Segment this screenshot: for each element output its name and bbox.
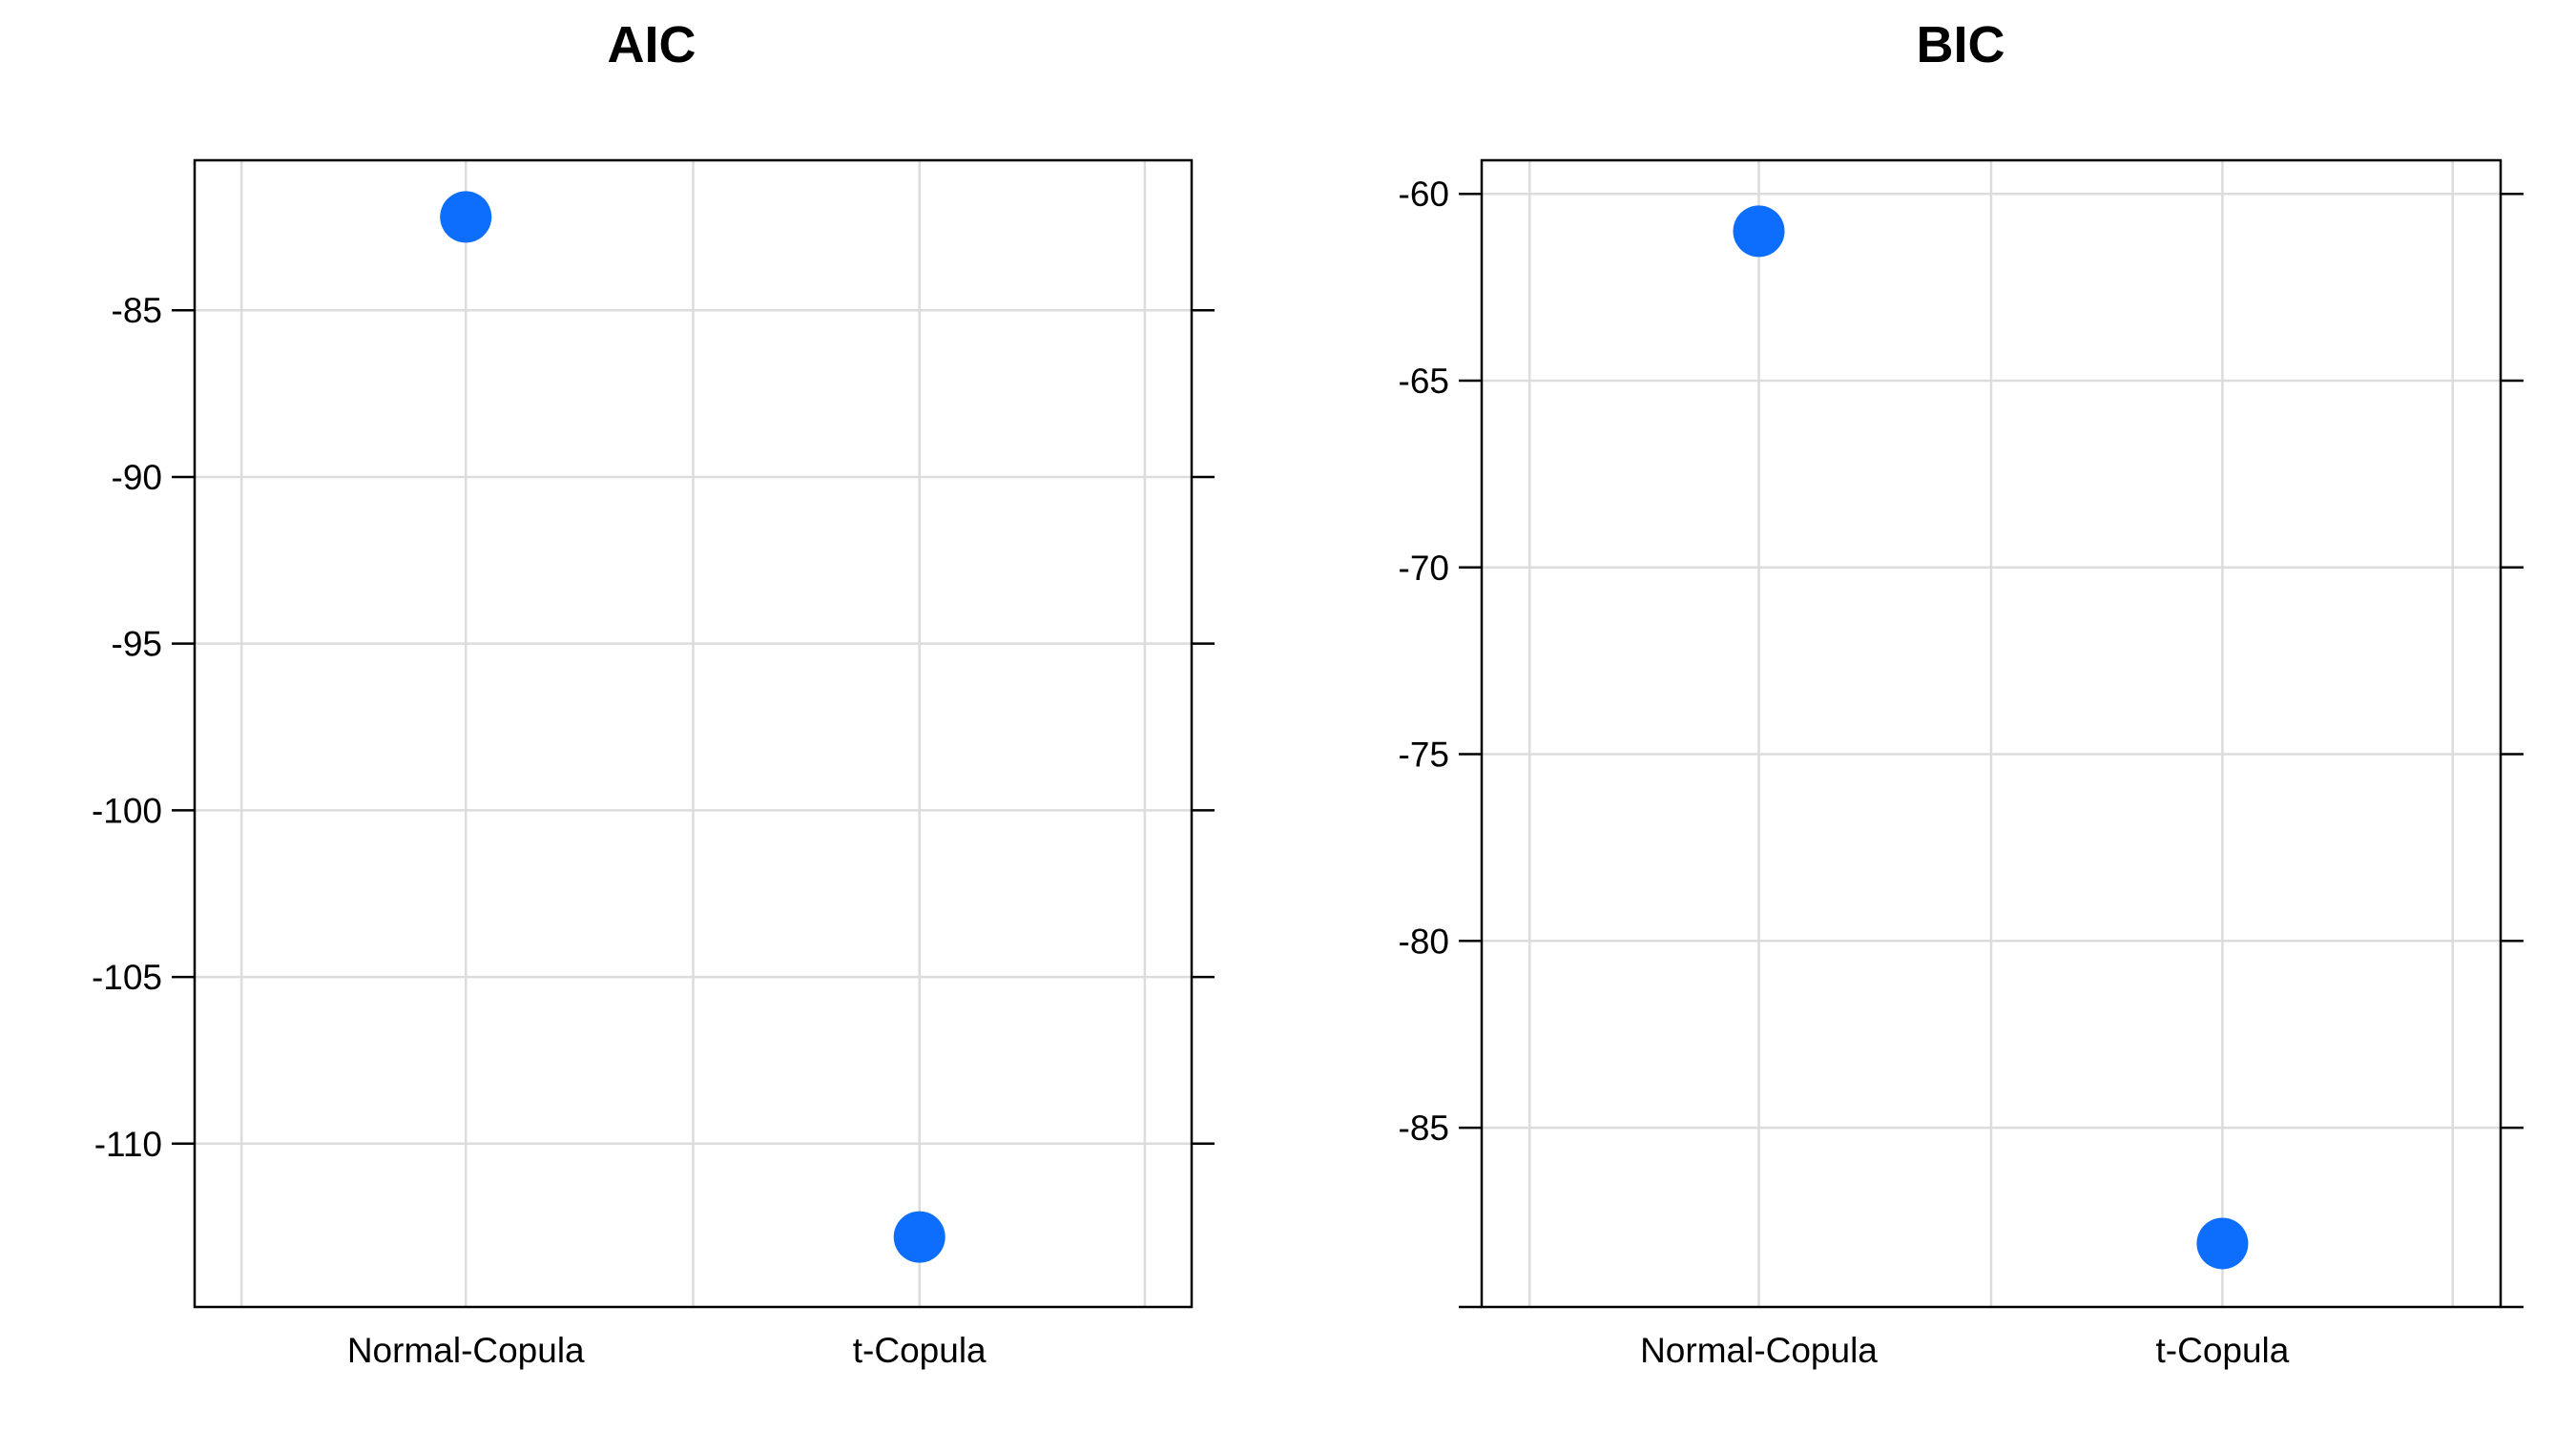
- bic-ytick-label: -60: [1399, 175, 1449, 214]
- bic-panel: -60 -65 -70 -75 -80 -85 Normal-Copula t-Copula B…: [1399, 16, 2524, 1370]
- aic-panel: -85 -90 -95 -100 -105 -110 Normal-Copula t-Copu…: [92, 16, 1215, 1370]
- aic-ytick-label: -100: [92, 791, 162, 830]
- bic-xtick-label: Normal-Copula: [1640, 1331, 1878, 1370]
- aic-ytick-label: -105: [92, 958, 162, 997]
- bic-ytick-label: -70: [1399, 549, 1449, 588]
- aic-plot-frame: [193, 158, 1194, 1309]
- aic-ytick-label: -85: [112, 291, 162, 330]
- bic-data-point: [2196, 1217, 2249, 1270]
- bic-data-point: [1733, 205, 1785, 258]
- bic-xtick-label: t-Copula: [2156, 1331, 2290, 1370]
- aic-xtick-label: Normal-Copula: [347, 1331, 585, 1370]
- bic-ytick-label: -85: [1399, 1109, 1449, 1148]
- aic-ytick-label: -90: [112, 458, 162, 497]
- bic-panel-title: BIC: [1917, 16, 2005, 73]
- aic-data-point: [893, 1211, 945, 1263]
- bic-ytick-label: -80: [1399, 922, 1449, 961]
- aic-ytick-label: -95: [112, 625, 162, 664]
- bic-plot-frame: [1480, 158, 2503, 1309]
- aic-panel-title: AIC: [608, 16, 696, 73]
- aic-data-point: [440, 191, 492, 243]
- aic-xtick-label: t-Copula: [853, 1331, 987, 1370]
- bic-ytick-label: -65: [1399, 362, 1449, 401]
- bic-ytick-label: -75: [1399, 736, 1449, 775]
- aic-ytick-label: -110: [94, 1125, 162, 1164]
